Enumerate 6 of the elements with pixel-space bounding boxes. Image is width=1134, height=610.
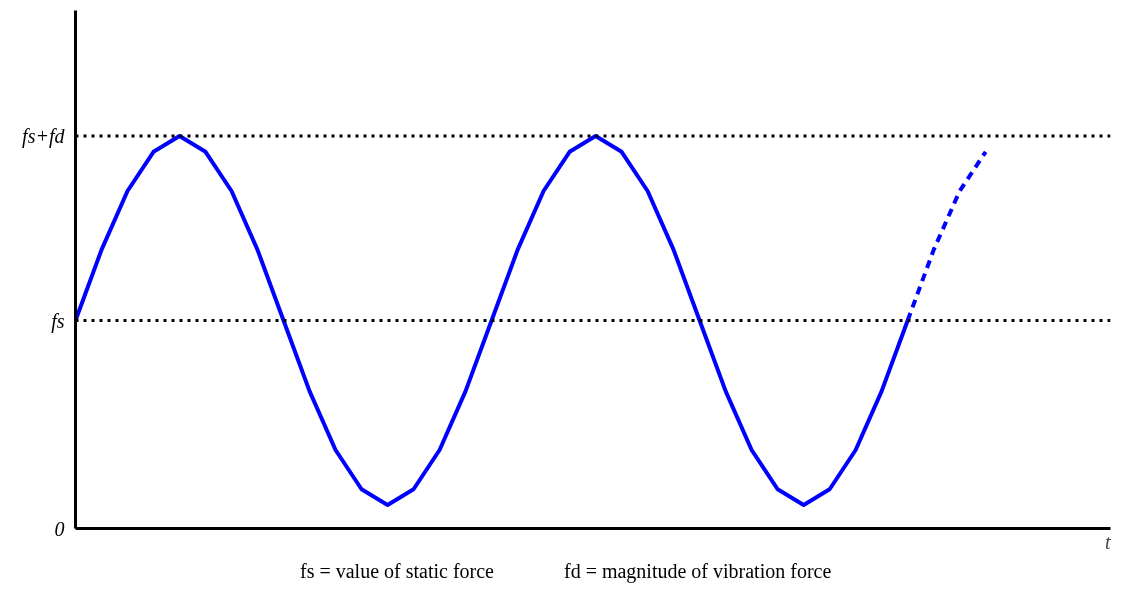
text: fs = value of static force — [300, 560, 494, 582]
ref-line-label: fs — [51, 309, 65, 333]
text: 0 — [54, 517, 65, 540]
x-axis-title: t — [1104, 530, 1111, 553]
text: fd = magnitude of vibration force — [563, 560, 832, 582]
ref-line-label: fs+fd — [22, 125, 66, 149]
